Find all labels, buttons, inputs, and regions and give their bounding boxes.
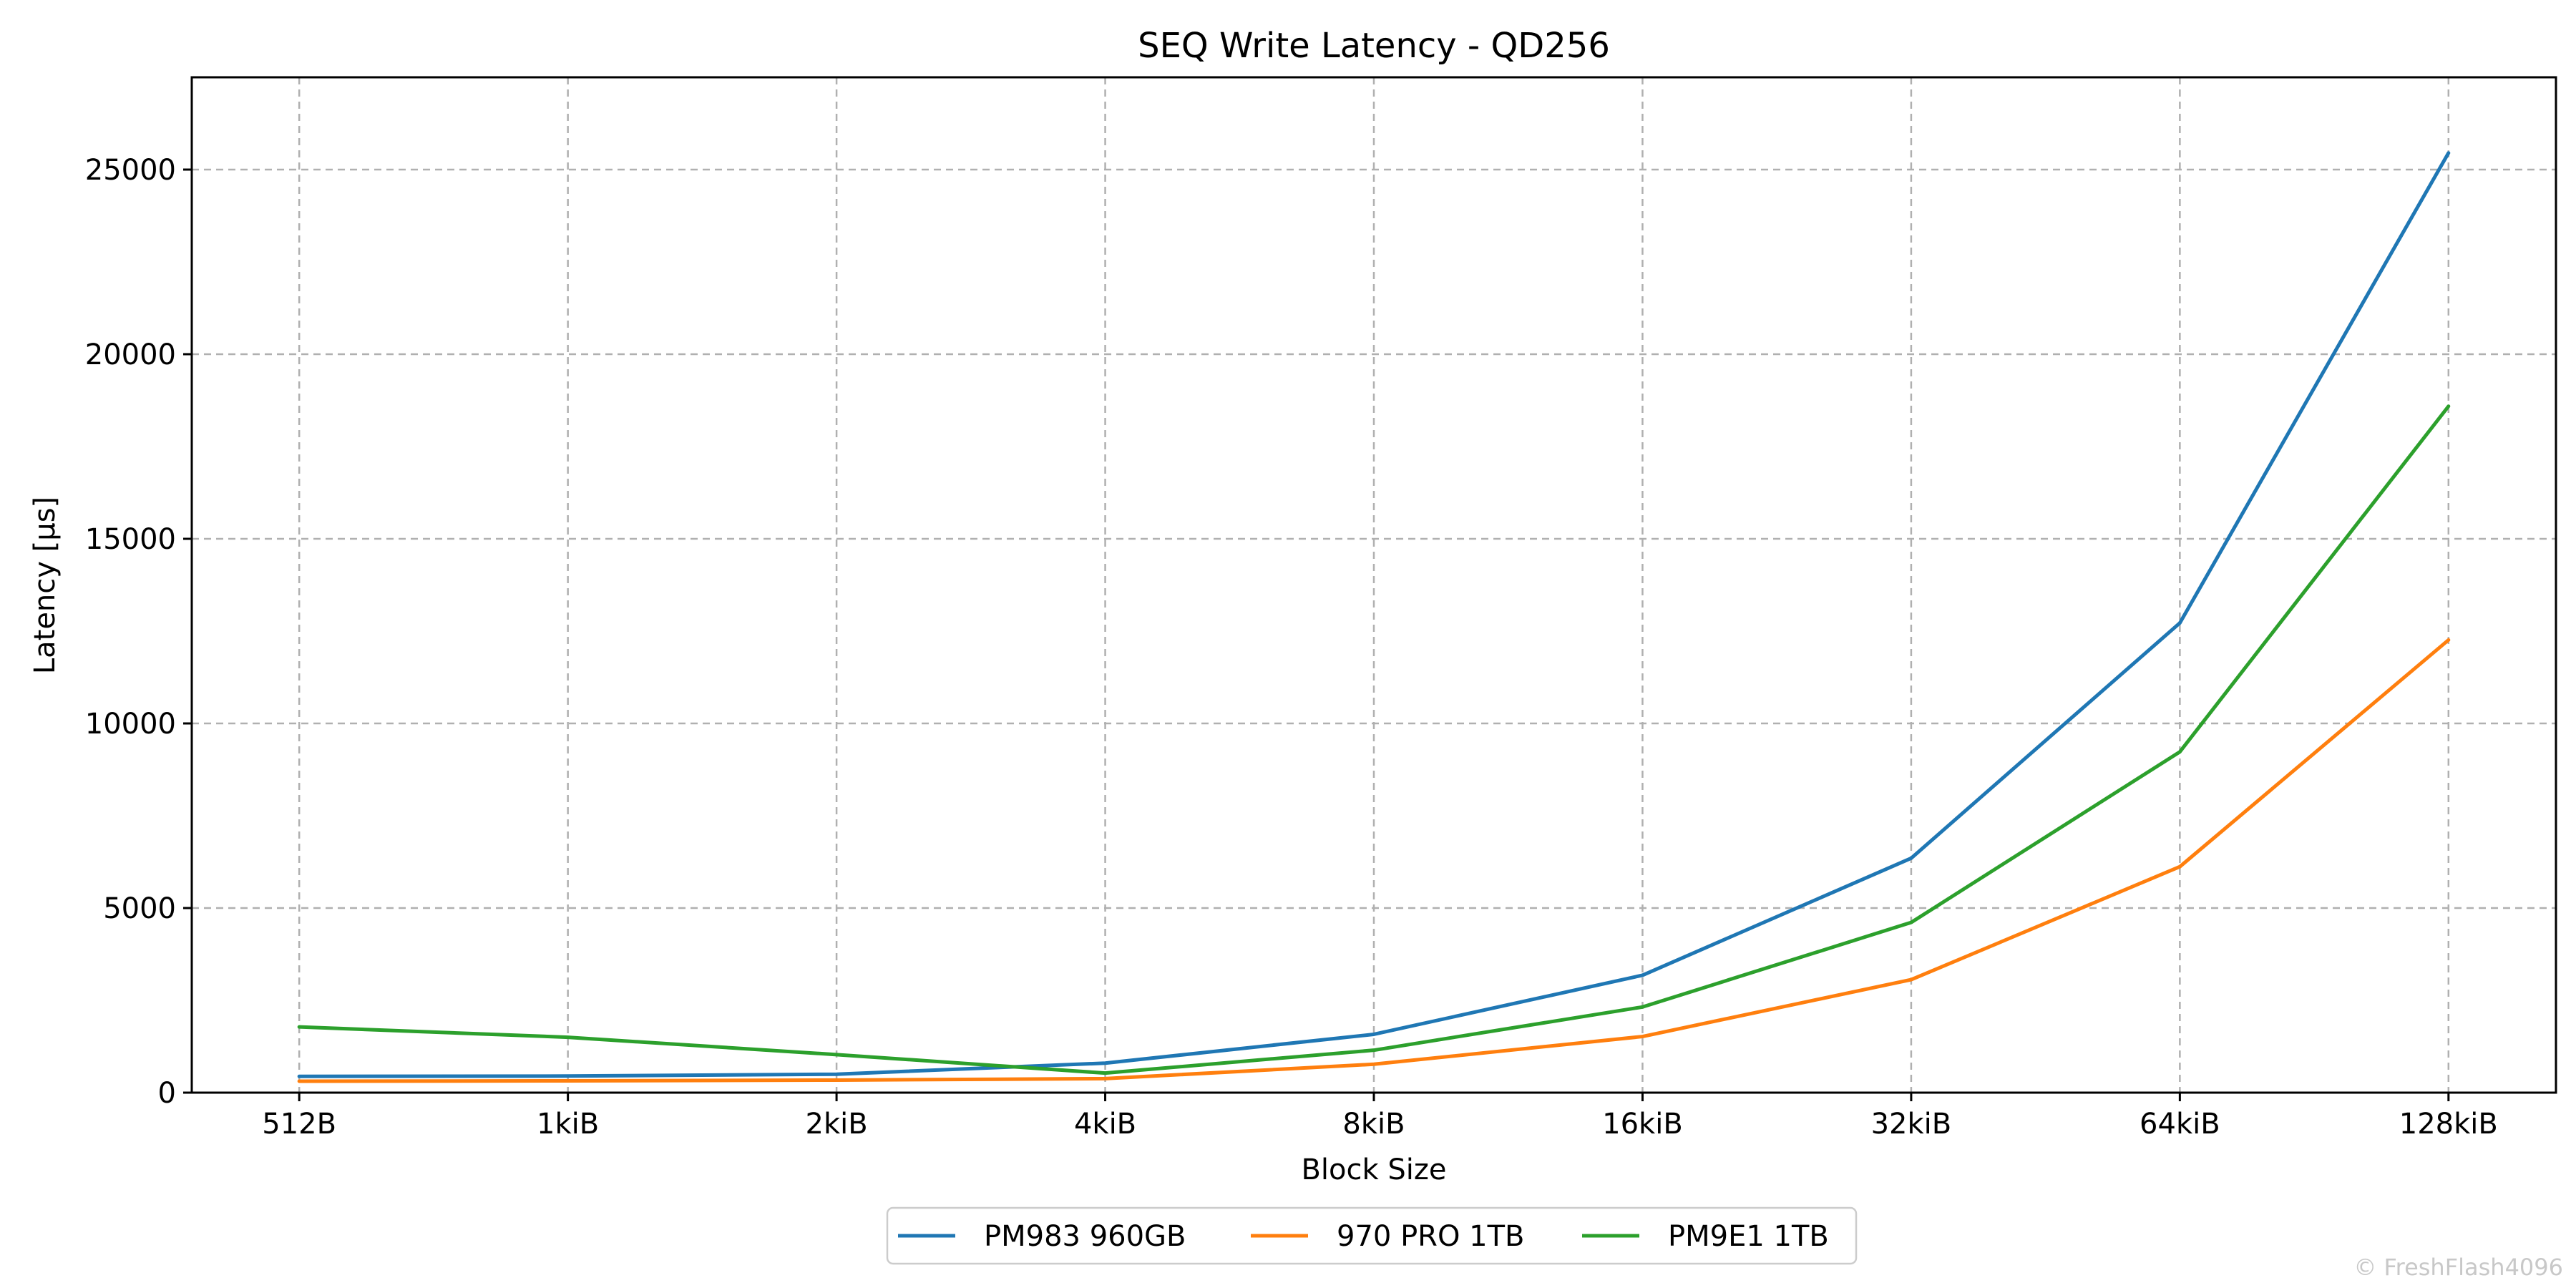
x-axis-ticks: 512B 1kiB 2kiB 4kiB 8kiB 16kiB 32kiB 64kiB 128ki… [262, 1093, 2498, 1141]
x-tick-label: 64kiB [2140, 1108, 2220, 1141]
x-tick-label: 512B [262, 1108, 336, 1141]
legend: PM983 960GB 970 PRO 1TB PM9E1 1TB [886, 1206, 1858, 1265]
y-tick-label: 25000 [85, 154, 176, 187]
watermark: © FreshFlash4096 [2353, 1254, 2563, 1281]
x-tick-label: 16kiB [1602, 1108, 1683, 1141]
x-tick-label: 4kiB [1074, 1108, 1136, 1141]
legend-box [886, 1206, 1858, 1265]
x-tick-label: 32kiB [1871, 1108, 1952, 1141]
x-tick-label: 1kiB [537, 1108, 599, 1141]
y-tick-label: 5000 [103, 892, 176, 925]
series-line-3 [297, 404, 2451, 1075]
y-tick-label: 20000 [85, 338, 176, 371]
series-line-1 [297, 151, 2451, 1078]
x-tick-label: 2kiB [806, 1108, 868, 1141]
y-tick-label: 0 [158, 1077, 176, 1110]
legend-label: PM9E1 1TB [1668, 1220, 1829, 1253]
series-layer [297, 151, 2451, 1083]
x-axis-label: Block Size [1301, 1153, 1446, 1186]
y-tick-label: 15000 [85, 523, 176, 556]
y-axis-label: Latency [µs] [29, 497, 62, 674]
x-tick-label: 8kiB [1342, 1108, 1405, 1141]
chart-title: SEQ Write Latency - QD256 [1138, 26, 1610, 66]
series-line-2 [297, 638, 2451, 1083]
legend-label: PM983 960GB [984, 1220, 1186, 1253]
legend-label: 970 PRO 1TB [1337, 1220, 1525, 1253]
x-tick-label: 128kiB [2399, 1108, 2498, 1141]
y-tick-label: 10000 [85, 708, 176, 741]
y-axis-ticks: 0 5000 10000 15000 20000 25000 [85, 154, 192, 1110]
